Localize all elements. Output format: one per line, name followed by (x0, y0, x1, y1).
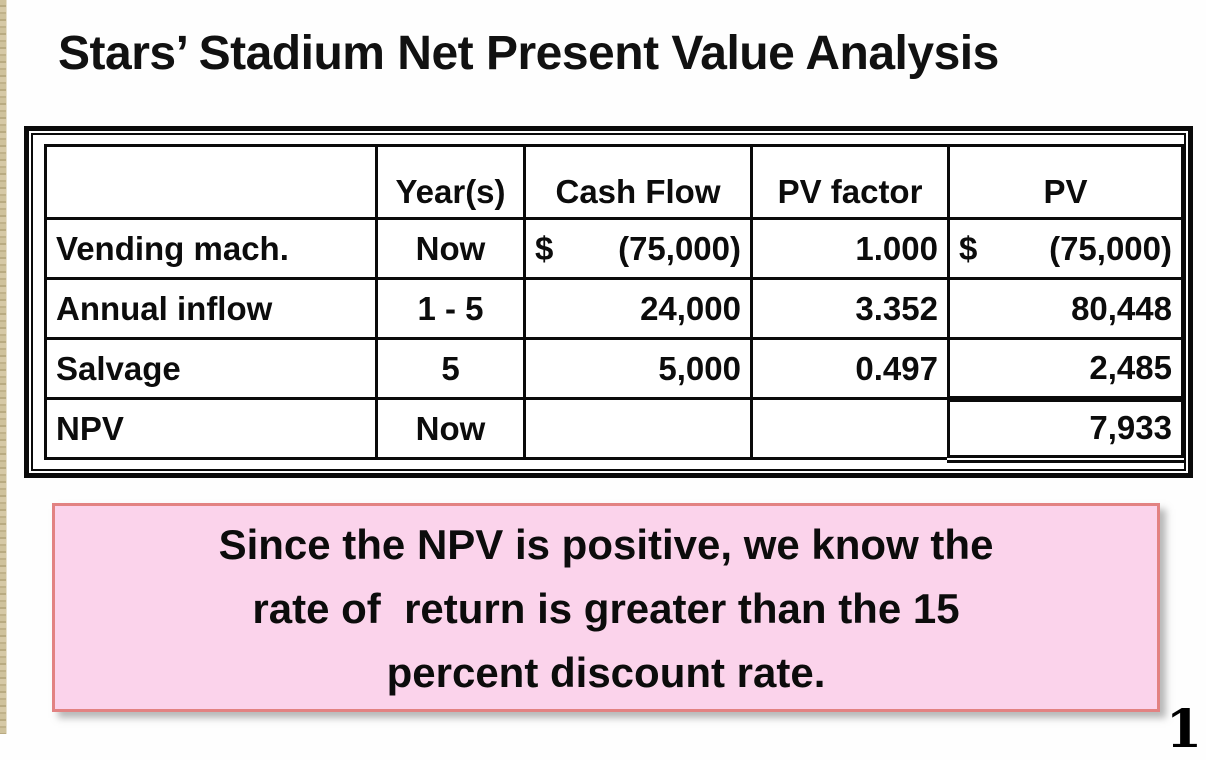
currency-sign: $ (535, 229, 554, 267)
slide-edge-texture (0, 0, 7, 734)
row-pv-factor: 3.352 (750, 277, 950, 340)
header-pv-factor: PV factor (750, 144, 950, 220)
row-pv-factor: 1.000 (750, 217, 950, 280)
callout-line-2: rate of return is greater than the 15 (252, 584, 960, 632)
callout-line-3: percent discount rate. (386, 648, 826, 696)
npv-total-value: 7,933 (947, 397, 1184, 463)
npv-table: Year(s) Cash Flow PV factor PV Vending m… (44, 144, 1184, 463)
table-row-vending: Vending mach. Now $ (75,000) 1.000 $ (75… (44, 217, 1184, 280)
row-pv-factor: 0.497 (750, 337, 950, 400)
row-pv-factor (750, 397, 950, 460)
page-title: Stars’ Stadium Net Present Value Analysi… (58, 27, 999, 80)
table-row-salvage: Salvage 5 5,000 0.497 2,485 (44, 337, 1184, 402)
pv-value: (75,000) (1049, 229, 1172, 267)
row-label: NPV (44, 397, 378, 460)
conclusion-callout: Since the NPV is positive, we know the r… (52, 503, 1160, 712)
table-outer-frame: Year(s) Cash Flow PV factor PV Vending m… (24, 126, 1193, 478)
row-pv: $ (75,000) (947, 217, 1184, 280)
row-years: 1 - 5 (375, 277, 526, 340)
row-years: Now (375, 397, 526, 460)
callout-line-1: Since the NPV is positive, we know the (218, 520, 994, 568)
row-label: Vending mach. (44, 217, 378, 280)
row-cash-flow: 24,000 (523, 277, 753, 340)
row-pv: 2,485 (947, 337, 1184, 402)
cash-flow-value: (75,000) (618, 229, 741, 267)
header-years: Year(s) (375, 144, 526, 220)
table-header-row: Year(s) Cash Flow PV factor PV (44, 144, 1184, 220)
row-cash-flow: 5,000 (523, 337, 753, 400)
row-years: Now (375, 217, 526, 280)
header-blank (44, 144, 378, 220)
table-row-annual-inflow: Annual inflow 1 - 5 24,000 3.352 80,448 (44, 277, 1184, 340)
table-row-npv: NPV Now 7,933 (44, 397, 1184, 463)
row-years: 5 (375, 337, 526, 400)
row-pv: 80,448 (947, 277, 1184, 340)
partial-slide-number: 1 (1165, 699, 1202, 760)
currency-sign: $ (959, 229, 978, 267)
header-cash-flow: Cash Flow (523, 144, 753, 220)
row-cash-flow: $ (75,000) (523, 217, 753, 280)
row-label: Annual inflow (44, 277, 378, 340)
row-label: Salvage (44, 337, 378, 400)
header-pv: PV (947, 144, 1184, 220)
row-cash-flow (523, 397, 753, 460)
table-inner-frame: Year(s) Cash Flow PV factor PV Vending m… (31, 133, 1186, 471)
